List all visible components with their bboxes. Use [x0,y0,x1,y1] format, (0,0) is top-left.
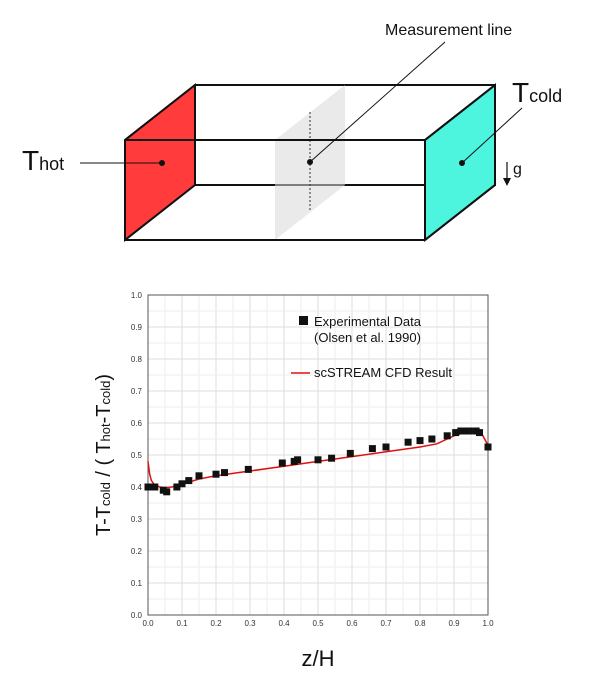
experimental-data-point [443,432,451,440]
legend-exp-label-1: Experimental Data [314,314,422,329]
cold-dot [459,160,465,166]
y-tick-label: 0.4 [131,483,143,492]
chart-legend: Experimental Data (Olsen et al. 1990) sc… [291,314,452,380]
plot-frame [147,294,489,616]
experimental-data-point [173,483,181,491]
measurement-dot [307,159,313,165]
y-tick-label: 0.0 [131,611,143,620]
y-tick-label: 0.8 [131,355,143,364]
y-tick-label: 1.0 [131,291,143,300]
experimental-data-point [416,437,424,445]
cold-leader [461,107,523,164]
measurement-leader [309,41,446,163]
experimental-data-point [484,443,492,451]
t-cold-label: Tcold [512,77,562,108]
experimental-data-point [178,480,186,488]
experimental-data-point [428,435,436,443]
x-tick-label: 0.1 [176,619,188,628]
x-tick-label: 0.6 [346,619,358,628]
gravity-label: g [513,161,522,178]
x-tick-label: 1.0 [482,619,494,628]
experimental-data-point [195,472,203,480]
experimental-data-point [163,488,171,496]
experimental-data-point [404,438,412,446]
y-tick-label: 0.7 [131,387,143,396]
experimental-data-point [465,427,473,435]
x-tick-label: 0.3 [244,619,256,628]
x-tick-label: 0.7 [380,619,392,628]
y-tick-label: 0.3 [131,515,143,524]
x-tick-label: 0.0 [142,619,154,628]
legend-exp-label-2: (Olsen et al. 1990) [314,330,421,345]
y-tick-label: 0.2 [131,547,143,556]
y-tick-label: 0.9 [131,323,143,332]
y-tick-label: 0.1 [131,579,143,588]
y-axis-label: T-Tcold / ( Thot-Tcold) [93,374,115,536]
measurement-line-label: Measurement line [385,22,512,39]
experimental-data-point [151,483,159,491]
experimental-data-point [476,429,483,437]
experimental-data-point [144,483,152,491]
x-tick-label: 0.5 [312,619,324,628]
legend-cfd-label: scSTREAM CFD Result [314,365,452,380]
experimental-data-point [382,443,390,451]
chart-series [144,427,492,496]
experimental-data-point [328,454,336,462]
experimental-data-point [314,456,322,464]
experimental-data-point [221,469,228,477]
y-tick-label: 0.6 [131,419,143,428]
experimental-data-point [212,470,220,478]
experimental-data-point [368,445,376,453]
legend-exp-marker [299,316,308,325]
experimental-data-point [244,465,252,473]
x-tick-label: 0.4 [278,619,290,628]
experimental-data-point [294,456,302,464]
gravity-arrow-head [503,178,511,186]
y-tick-label: 0.5 [131,451,143,460]
thermal-box-diagram: Measurement line Thot Tcold g [22,22,562,243]
hot-dot [159,160,165,166]
x-tick-label: 0.8 [414,619,426,628]
t-hot-label: Thot [22,145,64,176]
x-tick-label: 0.9 [448,619,460,628]
x-axis-label: z/H [302,646,335,671]
x-tick-label: 0.2 [210,619,222,628]
experimental-data-point [346,449,354,457]
experimental-data-point [278,459,286,467]
experimental-data-point [452,429,460,437]
chart-ticks: 0.0 0.1 0.2 0.3 0.4 0.5 0.6 0.7 0.8 0.9 1.0 0.0 0.1 0… [131,291,494,628]
experimental-data-point [185,477,193,485]
experimental-data-point [457,427,465,435]
